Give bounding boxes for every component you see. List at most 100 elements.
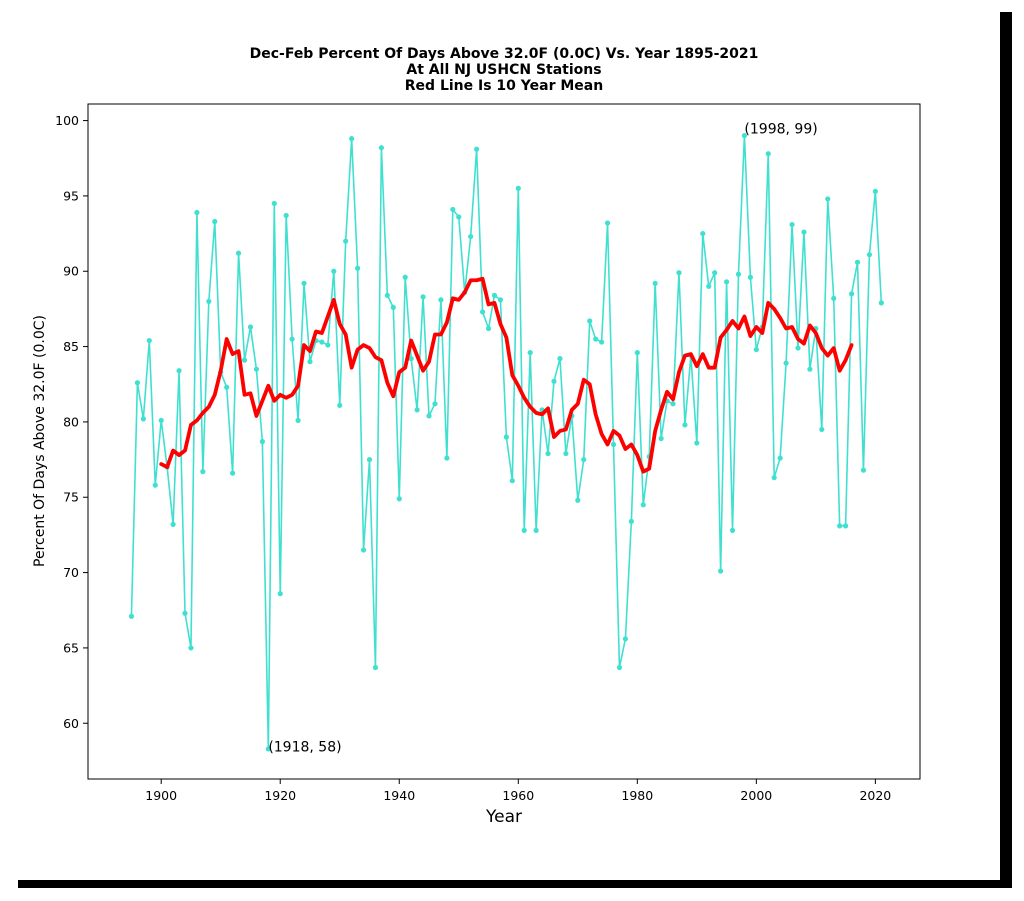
annual-point <box>723 279 730 285</box>
annual-point <box>497 297 504 303</box>
annual-point <box>241 357 248 363</box>
annual-point <box>682 422 688 428</box>
annual-point <box>128 613 135 619</box>
x-tick-label: 1960 <box>502 788 534 803</box>
annual-point <box>551 378 557 384</box>
annual-point <box>485 325 492 332</box>
annual-point <box>468 233 474 240</box>
annual-point <box>450 206 456 213</box>
annual-point <box>735 271 742 277</box>
annual-point <box>414 407 420 413</box>
annual-point <box>325 342 331 348</box>
annual-point <box>640 502 646 508</box>
annual-point <box>706 283 712 289</box>
annual-point <box>866 252 873 258</box>
annual-point <box>378 145 384 151</box>
annual-point <box>372 664 379 671</box>
annual-point <box>360 547 367 553</box>
annual-point <box>777 455 783 461</box>
annual-point <box>384 292 390 298</box>
annual-point <box>271 200 277 207</box>
annual-point <box>366 456 373 463</box>
y-tick-label: 95 <box>63 188 79 203</box>
annual-point <box>295 417 301 424</box>
annual-point <box>581 456 587 463</box>
annual-point <box>319 339 325 345</box>
annual-point <box>390 304 396 310</box>
annual-point <box>622 636 629 642</box>
x-tick-label: 1940 <box>383 788 415 803</box>
annual-point <box>479 309 486 315</box>
annual-point <box>474 146 480 152</box>
annual-point <box>235 250 242 256</box>
x-tick-label: 1980 <box>621 788 653 803</box>
y-axis: 60 65 70 75 80 85 90 95 100 <box>55 113 88 731</box>
annual-point <box>652 280 658 286</box>
annual-point <box>509 478 515 484</box>
annual-point <box>188 645 194 651</box>
y-tick-label: 90 <box>63 264 79 279</box>
annual-point <box>343 238 349 244</box>
annual-point <box>837 523 843 529</box>
annual-point <box>676 270 682 276</box>
plot-area <box>87 103 921 780</box>
y-tick-label: 60 <box>63 716 79 731</box>
annual-point <box>527 350 533 356</box>
series-layer <box>128 133 884 752</box>
annual-point <box>349 136 355 142</box>
annual-point <box>718 568 724 574</box>
annual-point <box>355 265 361 271</box>
annual-point <box>575 497 581 503</box>
annual-point <box>301 280 307 286</box>
annual-point <box>134 380 140 386</box>
annual-point <box>670 401 676 407</box>
x-tick-label: 1900 <box>145 788 177 803</box>
annual-point <box>176 368 182 374</box>
annual-point <box>860 467 867 473</box>
annual-point <box>545 450 551 457</box>
x-tick-label: 2000 <box>740 788 772 803</box>
annual-point <box>515 185 521 191</box>
annual-point <box>700 230 706 237</box>
chart-title: Dec-Feb Percent Of Days Above 32.0F (0.0… <box>250 46 759 94</box>
annual-point <box>158 417 164 424</box>
annual-point <box>396 496 402 502</box>
annual-point <box>795 345 801 351</box>
annual-point <box>807 366 813 372</box>
point-annotation: (1998, 99) <box>744 122 817 138</box>
annual-point <box>420 294 426 300</box>
annual-point <box>259 438 265 445</box>
y-axis-label: Percent Of Days Above 32.0F (0.0C) <box>32 315 48 567</box>
annual-point <box>771 475 777 481</box>
annual-point <box>563 450 569 457</box>
annual-point <box>277 591 283 597</box>
annual-point <box>831 295 837 301</box>
annual-point <box>819 426 825 433</box>
annual-point <box>337 402 343 408</box>
annual-point <box>848 291 855 297</box>
y-tick-label: 80 <box>63 414 79 429</box>
annual-point <box>194 209 200 216</box>
annual-point <box>307 359 313 365</box>
annual-point <box>801 229 807 235</box>
annual-point <box>878 300 884 306</box>
annual-point <box>610 441 617 448</box>
annual-point <box>694 440 700 446</box>
annual-point <box>152 482 158 488</box>
annual-point <box>587 318 593 324</box>
annual-point <box>747 274 753 280</box>
annual-point <box>253 366 260 372</box>
annotations: (1998, 99) (1918, 58) <box>268 122 817 756</box>
annual-point <box>402 274 408 280</box>
y-tick-label: 70 <box>63 565 79 580</box>
annual-point <box>789 221 795 228</box>
annual-point <box>783 360 789 366</box>
annual-point <box>628 518 634 524</box>
annual-point <box>247 324 254 330</box>
ten-year-mean-line <box>159 276 854 474</box>
x-tick-label: 1920 <box>264 788 296 803</box>
annual-point <box>408 356 414 362</box>
title-line-2: At All NJ USHCN Stations <box>406 62 601 78</box>
y-tick-label: 85 <box>63 339 79 354</box>
